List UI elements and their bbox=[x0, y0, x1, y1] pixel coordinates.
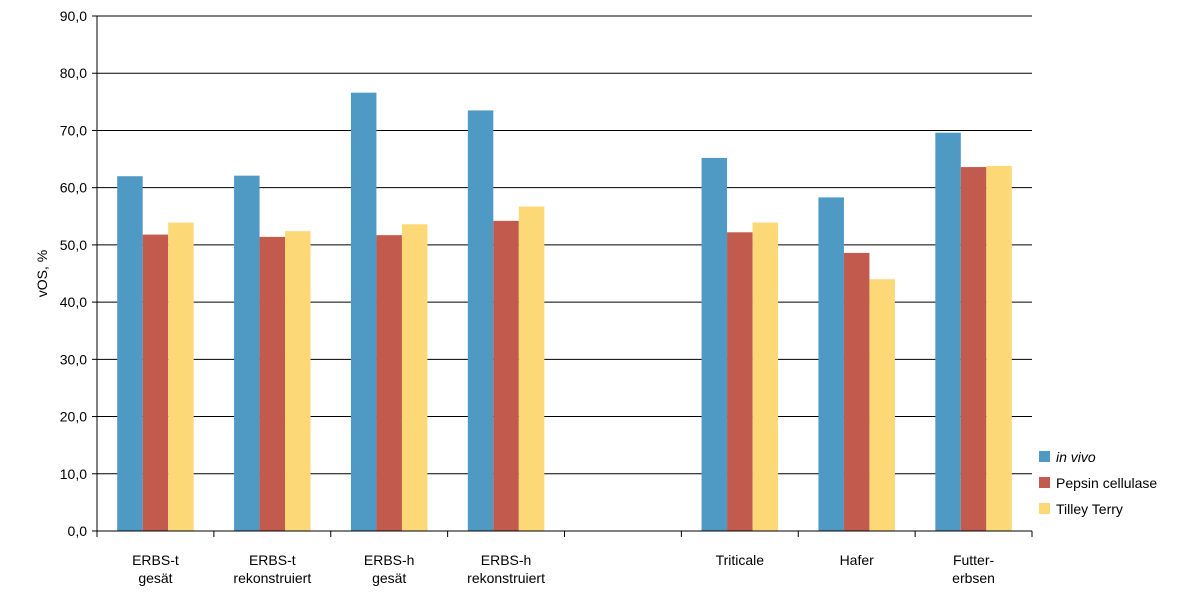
bar-tilley-terry bbox=[986, 165, 1012, 531]
bar-in-vivo bbox=[117, 176, 143, 531]
bar-pepsin-cellulase bbox=[376, 235, 402, 531]
x-category-label: ERBS-h bbox=[481, 552, 532, 568]
x-category-label: Futter- bbox=[953, 552, 995, 568]
x-category-label: Hafer bbox=[840, 552, 875, 568]
y-tick-label: 90,0 bbox=[60, 8, 87, 24]
bar-in-vivo bbox=[935, 132, 961, 531]
bar-in-vivo bbox=[701, 157, 728, 531]
bar-in-vivo bbox=[350, 92, 377, 531]
bar-tilley-terry bbox=[869, 279, 895, 531]
y-tick-label: 30,0 bbox=[60, 351, 87, 367]
x-category-label: gesät bbox=[372, 570, 406, 586]
y-tick-label: 0,0 bbox=[68, 523, 88, 539]
bar-tilley-terry bbox=[401, 224, 428, 532]
bar-tilley-terry bbox=[168, 222, 194, 532]
bar-in-vivo bbox=[467, 110, 494, 532]
bar-pepsin-cellulase bbox=[493, 220, 519, 531]
x-category-label: ERBS-h bbox=[364, 552, 415, 568]
bars bbox=[117, 92, 1012, 532]
y-tick-labels: 0,0 10,0 20,0 30,0 40,0 50,0 60,0 70,0 80,0 90,0 bbox=[60, 8, 87, 539]
y-axis-label: vOS, % bbox=[34, 250, 50, 297]
x-category-label: rekonstruiert bbox=[467, 570, 545, 586]
x-category-label: gesät bbox=[138, 570, 172, 586]
y-tick-label: 40,0 bbox=[60, 294, 87, 310]
legend-label: Pepsin cellulase bbox=[1056, 475, 1157, 491]
legend-swatch bbox=[1039, 477, 1050, 488]
bar-tilley-terry bbox=[752, 222, 779, 532]
y-tick-label: 70,0 bbox=[60, 122, 87, 138]
y-tick-label: 60,0 bbox=[60, 180, 87, 196]
legend: in vivo Pepsin cellulase Tilley Terry bbox=[1039, 449, 1157, 517]
bar-in-vivo bbox=[818, 197, 844, 531]
legend-swatch bbox=[1039, 503, 1050, 514]
bar-pepsin-cellulase bbox=[142, 234, 169, 532]
bar-pepsin-cellulase bbox=[843, 252, 870, 531]
x-category-label: ERBS-t bbox=[249, 552, 296, 568]
y-tick-label: 80,0 bbox=[60, 65, 87, 81]
bar-pepsin-cellulase bbox=[727, 232, 753, 532]
x-category-labels: ERBS-t gesät ERBS-t rekonstruiert ERBS-h gesä… bbox=[132, 552, 995, 586]
bar-in-vivo bbox=[234, 175, 260, 531]
y-tick-label: 20,0 bbox=[60, 409, 87, 425]
y-tick-label: 50,0 bbox=[60, 237, 87, 253]
axes bbox=[92, 15, 1033, 537]
x-category-label: rekonstruiert bbox=[233, 570, 311, 586]
x-category-label: erbsen bbox=[952, 570, 995, 586]
bar-pepsin-cellulase bbox=[960, 167, 987, 532]
bar-pepsin-cellulase bbox=[259, 236, 286, 531]
legend-label: Tilley Terry bbox=[1056, 501, 1123, 517]
legend-swatch bbox=[1039, 451, 1050, 462]
x-category-label: ERBS-t bbox=[132, 552, 179, 568]
bar-tilley-terry bbox=[518, 206, 545, 532]
bar-tilley-terry bbox=[285, 231, 311, 531]
x-category-label: Triticale bbox=[716, 552, 765, 568]
legend-label: in vivo bbox=[1056, 449, 1096, 465]
y-tick-label: 10,0 bbox=[60, 466, 87, 482]
